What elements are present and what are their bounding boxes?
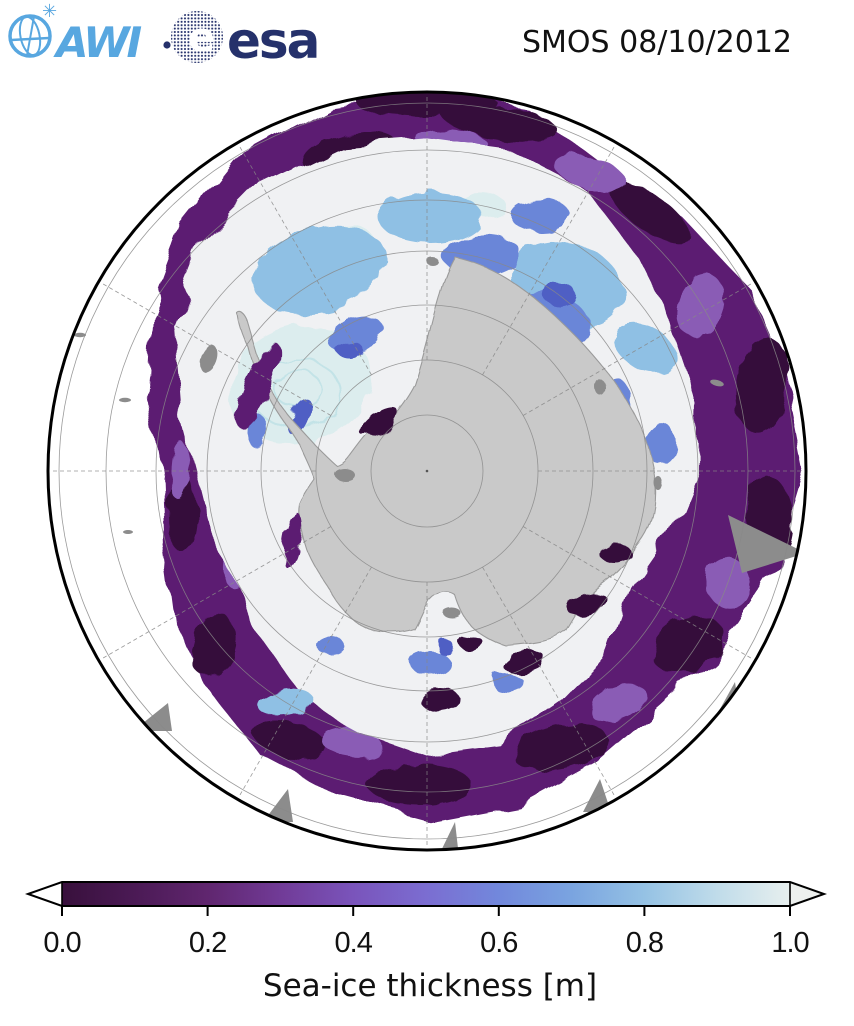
ice-patch bbox=[236, 342, 280, 428]
island bbox=[710, 379, 724, 387]
figure-header: ✳ AWI e esa SMOS 08/10/2012 bbox=[8, 1, 792, 70]
ice-patch bbox=[644, 423, 676, 463]
awi-globe-outline bbox=[8, 14, 52, 58]
ice-patch bbox=[437, 641, 455, 655]
colorbar-axis-label: Sea-ice thickness [m] bbox=[263, 968, 597, 1004]
ice-patch bbox=[553, 153, 627, 193]
esa-logo: e esa bbox=[163, 11, 320, 70]
colorbar-tick-label: 0.6 bbox=[480, 927, 517, 959]
meridian-line bbox=[482, 566, 616, 797]
ice-patch bbox=[316, 636, 344, 654]
colorbar-tick-label: 0.2 bbox=[189, 927, 226, 959]
ice-patch bbox=[735, 337, 789, 433]
pole-marker bbox=[425, 469, 429, 473]
map-boundary-circle bbox=[46, 90, 808, 852]
meridian-line bbox=[101, 282, 332, 416]
awi-logo: ✳ AWI bbox=[8, 1, 145, 67]
land-artifact-triangle bbox=[728, 515, 806, 573]
coastline-detail bbox=[443, 608, 461, 618]
ice-patch bbox=[378, 191, 482, 243]
colorbar-left-arrow bbox=[28, 882, 62, 906]
island bbox=[123, 530, 133, 534]
colorbar-gradient-bar bbox=[62, 882, 790, 906]
ice-patch bbox=[282, 512, 302, 568]
ice-patch bbox=[510, 199, 570, 231]
colorbar-tick-label: 1.0 bbox=[771, 927, 808, 959]
colorbar-ticks: 0.0 0.2 0.4 0.6 0.8 1.0 bbox=[43, 906, 810, 959]
latitude-circle bbox=[58, 102, 796, 840]
latitude-circle bbox=[260, 304, 594, 638]
coastline-detail bbox=[201, 346, 219, 374]
coastline-detail bbox=[426, 257, 438, 265]
esa-dot-icon bbox=[163, 41, 171, 49]
ice-patch bbox=[442, 105, 558, 141]
island bbox=[119, 397, 131, 403]
awi-logo-text: AWI bbox=[53, 18, 142, 67]
awi-globe-meridian bbox=[18, 15, 42, 57]
latitude-circle bbox=[155, 199, 699, 743]
ice-patch bbox=[512, 723, 608, 771]
coastline-detail bbox=[335, 469, 355, 481]
ice-patch bbox=[609, 181, 691, 245]
ice-patch bbox=[502, 651, 546, 673]
ice-patch bbox=[361, 408, 399, 438]
ice-patch bbox=[599, 543, 631, 563]
ice-patch bbox=[458, 634, 482, 650]
ice-patch bbox=[544, 283, 576, 307]
coastline-detail bbox=[654, 476, 662, 490]
esa-logo-e: e bbox=[188, 15, 215, 61]
ice-patch bbox=[420, 688, 460, 712]
ice-patch bbox=[614, 322, 676, 374]
ice-patch bbox=[253, 225, 387, 315]
ice-patch bbox=[253, 720, 327, 760]
antarctica-landmass bbox=[201, 256, 662, 646]
ice-patch bbox=[492, 674, 524, 692]
ice-patch bbox=[245, 413, 267, 447]
ice-patch bbox=[410, 651, 450, 675]
meridian-line bbox=[522, 526, 753, 660]
meridian-line bbox=[101, 526, 332, 660]
colorbar-right-arrow bbox=[790, 882, 824, 906]
ice-patch bbox=[651, 616, 725, 674]
land-artifact-triangle bbox=[583, 779, 611, 812]
ice-patch bbox=[568, 592, 608, 618]
coastline-detail bbox=[595, 379, 605, 395]
esa-globe-icon bbox=[171, 11, 223, 63]
land-artifact-triangle bbox=[263, 789, 293, 822]
awi-globe-icon bbox=[8, 14, 52, 58]
coastal-thin-ice bbox=[236, 342, 631, 712]
ice-patch bbox=[589, 684, 647, 722]
graticule bbox=[51, 95, 803, 847]
island bbox=[74, 332, 86, 338]
antarctica-outline bbox=[236, 256, 657, 646]
latitude-circle bbox=[370, 414, 484, 528]
ice-patch bbox=[189, 613, 237, 677]
colorbar-tick-label: 0.0 bbox=[43, 927, 80, 959]
colorbar: 0.0 0.2 0.4 0.6 0.8 1.0 Sea-ice thicknes… bbox=[24, 881, 828, 1004]
figure-title: SMOS 08/10/2012 bbox=[522, 25, 792, 60]
colorbar-tick-label: 0.4 bbox=[335, 927, 373, 959]
meridian-line bbox=[482, 145, 616, 376]
meridian-line bbox=[238, 145, 372, 376]
ice-patch bbox=[337, 341, 363, 359]
awi-globe-axis bbox=[26, 16, 35, 56]
awi-asterisk-icon: ✳ bbox=[42, 1, 57, 22]
colorbar-tick-label: 0.8 bbox=[626, 927, 663, 959]
meridian-line bbox=[522, 282, 753, 416]
islands-and-artifacts bbox=[74, 332, 806, 850]
esa-logo-text: esa bbox=[227, 12, 318, 70]
antarctic-sea-ice-map bbox=[46, 90, 808, 852]
ice-patch bbox=[368, 765, 472, 805]
ice-fringe-mottling bbox=[168, 92, 793, 805]
meridian-line bbox=[238, 566, 372, 797]
